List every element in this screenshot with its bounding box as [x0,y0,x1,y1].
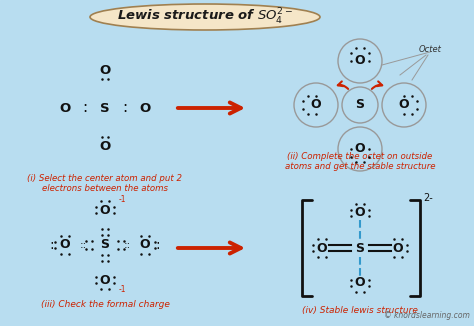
Text: O: O [355,54,365,67]
Text: (ii) Complete the octet on outside
atoms and get the stable structure: (ii) Complete the octet on outside atoms… [285,152,435,171]
Text: O: O [140,239,150,251]
Text: O: O [355,276,365,289]
Text: Lewis structure of $\mathbf{\mathit{SO_4^{2-}}}$: Lewis structure of $\mathbf{\mathit{SO_4… [117,7,293,27]
Text: (iii) Check the formal charge: (iii) Check the formal charge [41,300,169,309]
Text: Octet: Octet [419,46,441,54]
Text: O: O [100,64,110,77]
Text: :: : [122,100,128,115]
Text: :: : [155,238,160,252]
Text: S: S [356,98,365,111]
Text: :: : [82,100,88,115]
Text: O: O [355,142,365,156]
Text: O: O [317,242,328,255]
Text: O: O [399,98,410,111]
Text: S: S [356,242,365,255]
Text: O: O [139,101,151,114]
Text: (iv) Stable lewis structure: (iv) Stable lewis structure [302,306,418,315]
Text: O: O [100,140,110,153]
Text: :: : [50,238,55,252]
Text: © knordslearning.com: © knordslearning.com [384,311,470,320]
Text: (i) Select the center atom and put 2
electrons between the atoms: (i) Select the center atom and put 2 ele… [27,174,182,193]
Text: O: O [60,239,70,251]
Text: O: O [392,242,403,255]
Text: ::: :: [123,240,131,250]
Text: -1: -1 [119,196,127,204]
Text: 2-: 2- [423,193,433,203]
Text: -1: -1 [119,286,127,294]
Text: O: O [100,203,110,216]
Text: ::: :: [79,240,87,250]
Text: O: O [100,274,110,287]
Ellipse shape [90,4,320,30]
Text: S: S [100,101,110,114]
Text: O: O [59,101,71,114]
Text: O: O [310,98,321,111]
Text: O: O [355,206,365,219]
Text: S: S [100,239,109,251]
